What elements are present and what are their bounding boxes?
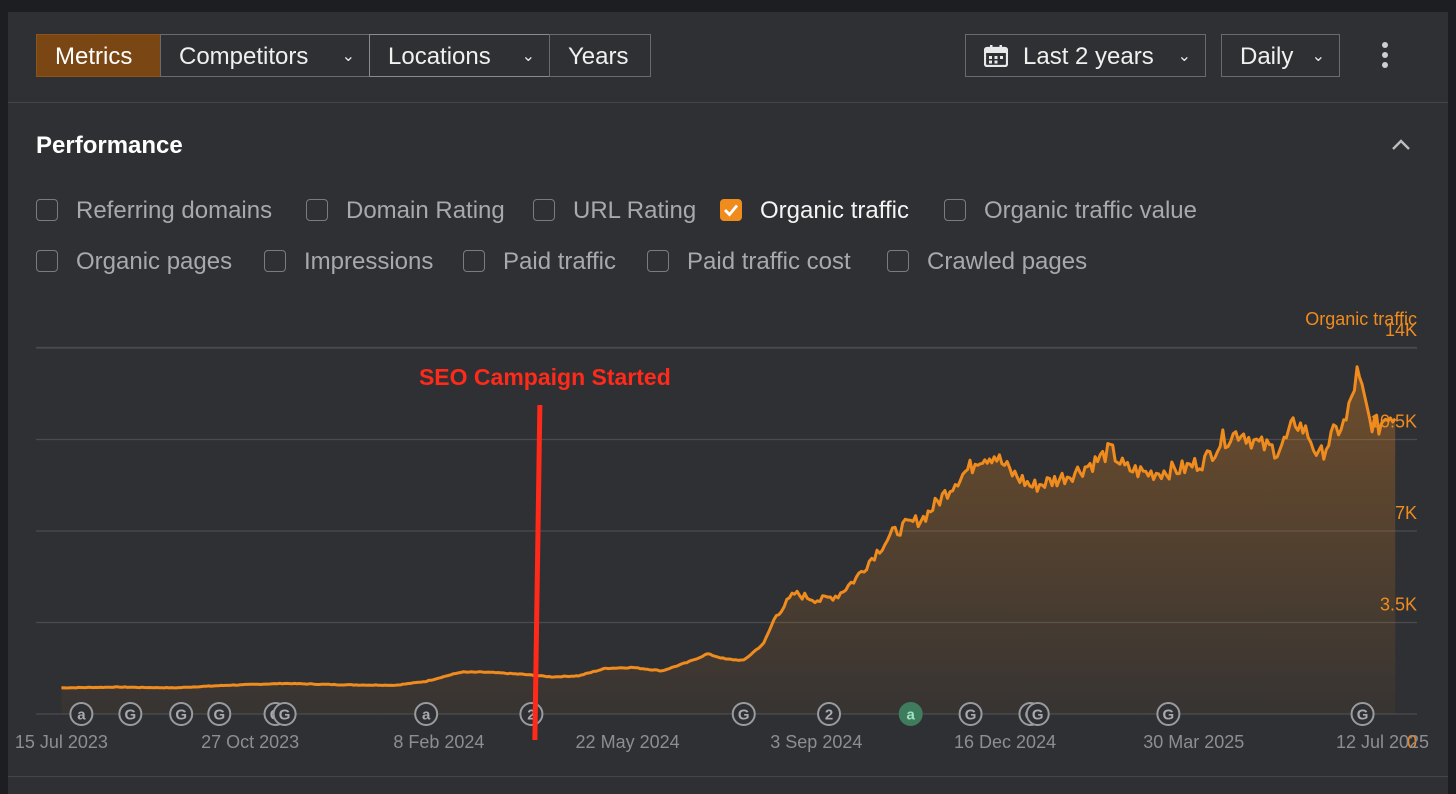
metric-label: Referring domains: [76, 197, 273, 224]
x-tick-label: 15 Jul 2023: [15, 732, 108, 752]
tab-metrics-label: Metrics: [55, 43, 133, 70]
y-axis-ticks: 0 3.5K 7K 10.5K 14K: [1370, 320, 1417, 752]
chevron-down-icon: ⌄: [341, 48, 355, 65]
google-update-icon[interactable]: G: [1025, 702, 1050, 726]
x-tick-label: 27 Oct 2023: [201, 732, 299, 752]
metric-label: Organic pages: [76, 248, 233, 275]
google-update-icon[interactable]: G: [1156, 702, 1181, 726]
toolbar: Metrics Competitors ⌄ Locations ⌄ Years: [8, 12, 1448, 103]
checkbox-icon[interactable]: [533, 199, 555, 221]
google-update-icon[interactable]: G: [731, 702, 756, 726]
metric-label: Organic traffic: [760, 197, 909, 224]
y-tick-label: 0: [1407, 732, 1417, 752]
chevron-up-icon[interactable]: [1390, 134, 1412, 156]
checkbox-icon[interactable]: [306, 199, 328, 221]
chevron-down-icon: ⌄: [1177, 48, 1191, 65]
date-range-dropdown[interactable]: Last 2 years ⌄: [965, 34, 1206, 77]
ahrefs-update-icon[interactable]: a: [414, 702, 439, 726]
svg-text:G: G: [738, 707, 750, 724]
x-tick-label: 3 Sep 2024: [770, 732, 862, 752]
svg-text:G: G: [1032, 707, 1044, 724]
svg-text:G: G: [213, 707, 225, 724]
metric-label: Domain Rating: [346, 197, 505, 224]
annotation-count-icon[interactable]: 2: [817, 702, 842, 726]
tab-competitors-label: Competitors: [179, 43, 309, 70]
annotation-count-icon[interactable]: 2: [519, 702, 544, 726]
tab-locations-label: Locations: [388, 43, 491, 70]
section-title: Performance: [36, 132, 183, 159]
y-tick-label: 7K: [1395, 503, 1417, 523]
metric-label: Paid traffic cost: [687, 248, 851, 275]
google-update-icon[interactable]: G: [118, 702, 143, 726]
organic-traffic-area: [61, 366, 1396, 714]
svg-text:G: G: [1163, 707, 1175, 724]
tab-metrics[interactable]: Metrics: [36, 34, 161, 77]
annotation-line: [532, 404, 543, 741]
checkbox-icon[interactable]: [647, 250, 669, 272]
metric-label: Crawled pages: [927, 248, 1088, 275]
ahrefs-update-icon[interactable]: a: [898, 702, 923, 726]
y-tick-label: 14K: [1385, 320, 1417, 340]
x-tick-label: 8 Feb 2024: [393, 732, 484, 752]
granularity-label: Daily: [1240, 43, 1294, 70]
svg-text:G: G: [279, 707, 291, 724]
x-axis-ticks: 15 Jul 2023 27 Oct 2023 8 Feb 2024 22 May 2…: [15, 732, 1429, 752]
seo-campaign-annotation: SEO Campaign Started: [419, 364, 671, 741]
tab-competitors[interactable]: Competitors ⌄: [160, 34, 370, 77]
svg-text:G: G: [965, 707, 977, 724]
checkbox-icon[interactable]: [944, 199, 966, 221]
checkbox-icon[interactable]: [887, 250, 909, 272]
organic-traffic-chart: Organic traffic 0 3.5K 7K 10.5K 14K 15 Jul 2…: [15, 309, 1429, 752]
performance-panel: Metrics Competitors ⌄ Locations ⌄ Years: [8, 12, 1448, 794]
google-update-icon[interactable]: G: [1350, 702, 1375, 726]
x-tick-label: 30 Mar 2025: [1143, 732, 1244, 752]
tab-years-label: Years: [568, 43, 629, 70]
chevron-down-icon: ⌄: [1311, 48, 1325, 65]
granularity-dropdown[interactable]: Daily ⌄: [1221, 34, 1340, 77]
x-tick-label: 16 Dec 2024: [954, 732, 1056, 752]
svg-text:2: 2: [825, 707, 833, 724]
y-axis-title: Organic traffic: [1305, 309, 1417, 329]
ahrefs-update-icon[interactable]: a: [69, 702, 94, 726]
google-update-icon[interactable]: G: [207, 702, 232, 726]
organic-traffic-line: [61, 365, 1397, 690]
svg-text:G: G: [1357, 707, 1369, 724]
y-tick-label: 10.5K: [1370, 412, 1417, 432]
calendar-icon: [984, 45, 1008, 67]
svg-text:a: a: [422, 707, 431, 724]
panel-divider: [8, 776, 1448, 777]
metric-label: URL Rating: [573, 197, 697, 224]
metric-label: Impressions: [304, 248, 434, 275]
svg-text:2: 2: [527, 707, 535, 724]
svg-text:G: G: [125, 707, 137, 724]
checkbox-icon[interactable]: [264, 250, 286, 272]
more-options-icon[interactable]: [1378, 42, 1392, 72]
x-tick-label: 12 Jul 2025: [1336, 732, 1429, 752]
svg-text:a: a: [907, 707, 916, 724]
google-update-icon[interactable]: G: [958, 702, 983, 726]
y-tick-label: 3.5K: [1380, 595, 1417, 615]
tab-years[interactable]: Years: [549, 34, 651, 77]
event-markers: aGGGGGa2G2aGGGGG: [69, 702, 1375, 726]
google-update-icon[interactable]: G: [169, 702, 194, 726]
checkbox-icon[interactable]: [36, 250, 58, 272]
annotation-text: SEO Campaign Started: [419, 364, 671, 390]
google-update-icon[interactable]: G: [272, 702, 297, 726]
checkbox-checked-icon[interactable]: [720, 199, 742, 221]
metric-label: Paid traffic: [503, 248, 616, 275]
x-tick-label: 22 May 2024: [576, 732, 680, 752]
svg-text:a: a: [77, 707, 86, 724]
svg-text:G: G: [175, 707, 187, 724]
tab-locations[interactable]: Locations ⌄: [369, 34, 550, 77]
date-range-label: Last 2 years: [1023, 43, 1154, 70]
chevron-down-icon: ⌄: [521, 48, 535, 65]
metric-label: Organic traffic value: [984, 197, 1197, 224]
checkbox-icon[interactable]: [463, 250, 485, 272]
checkbox-icon[interactable]: [36, 199, 58, 221]
